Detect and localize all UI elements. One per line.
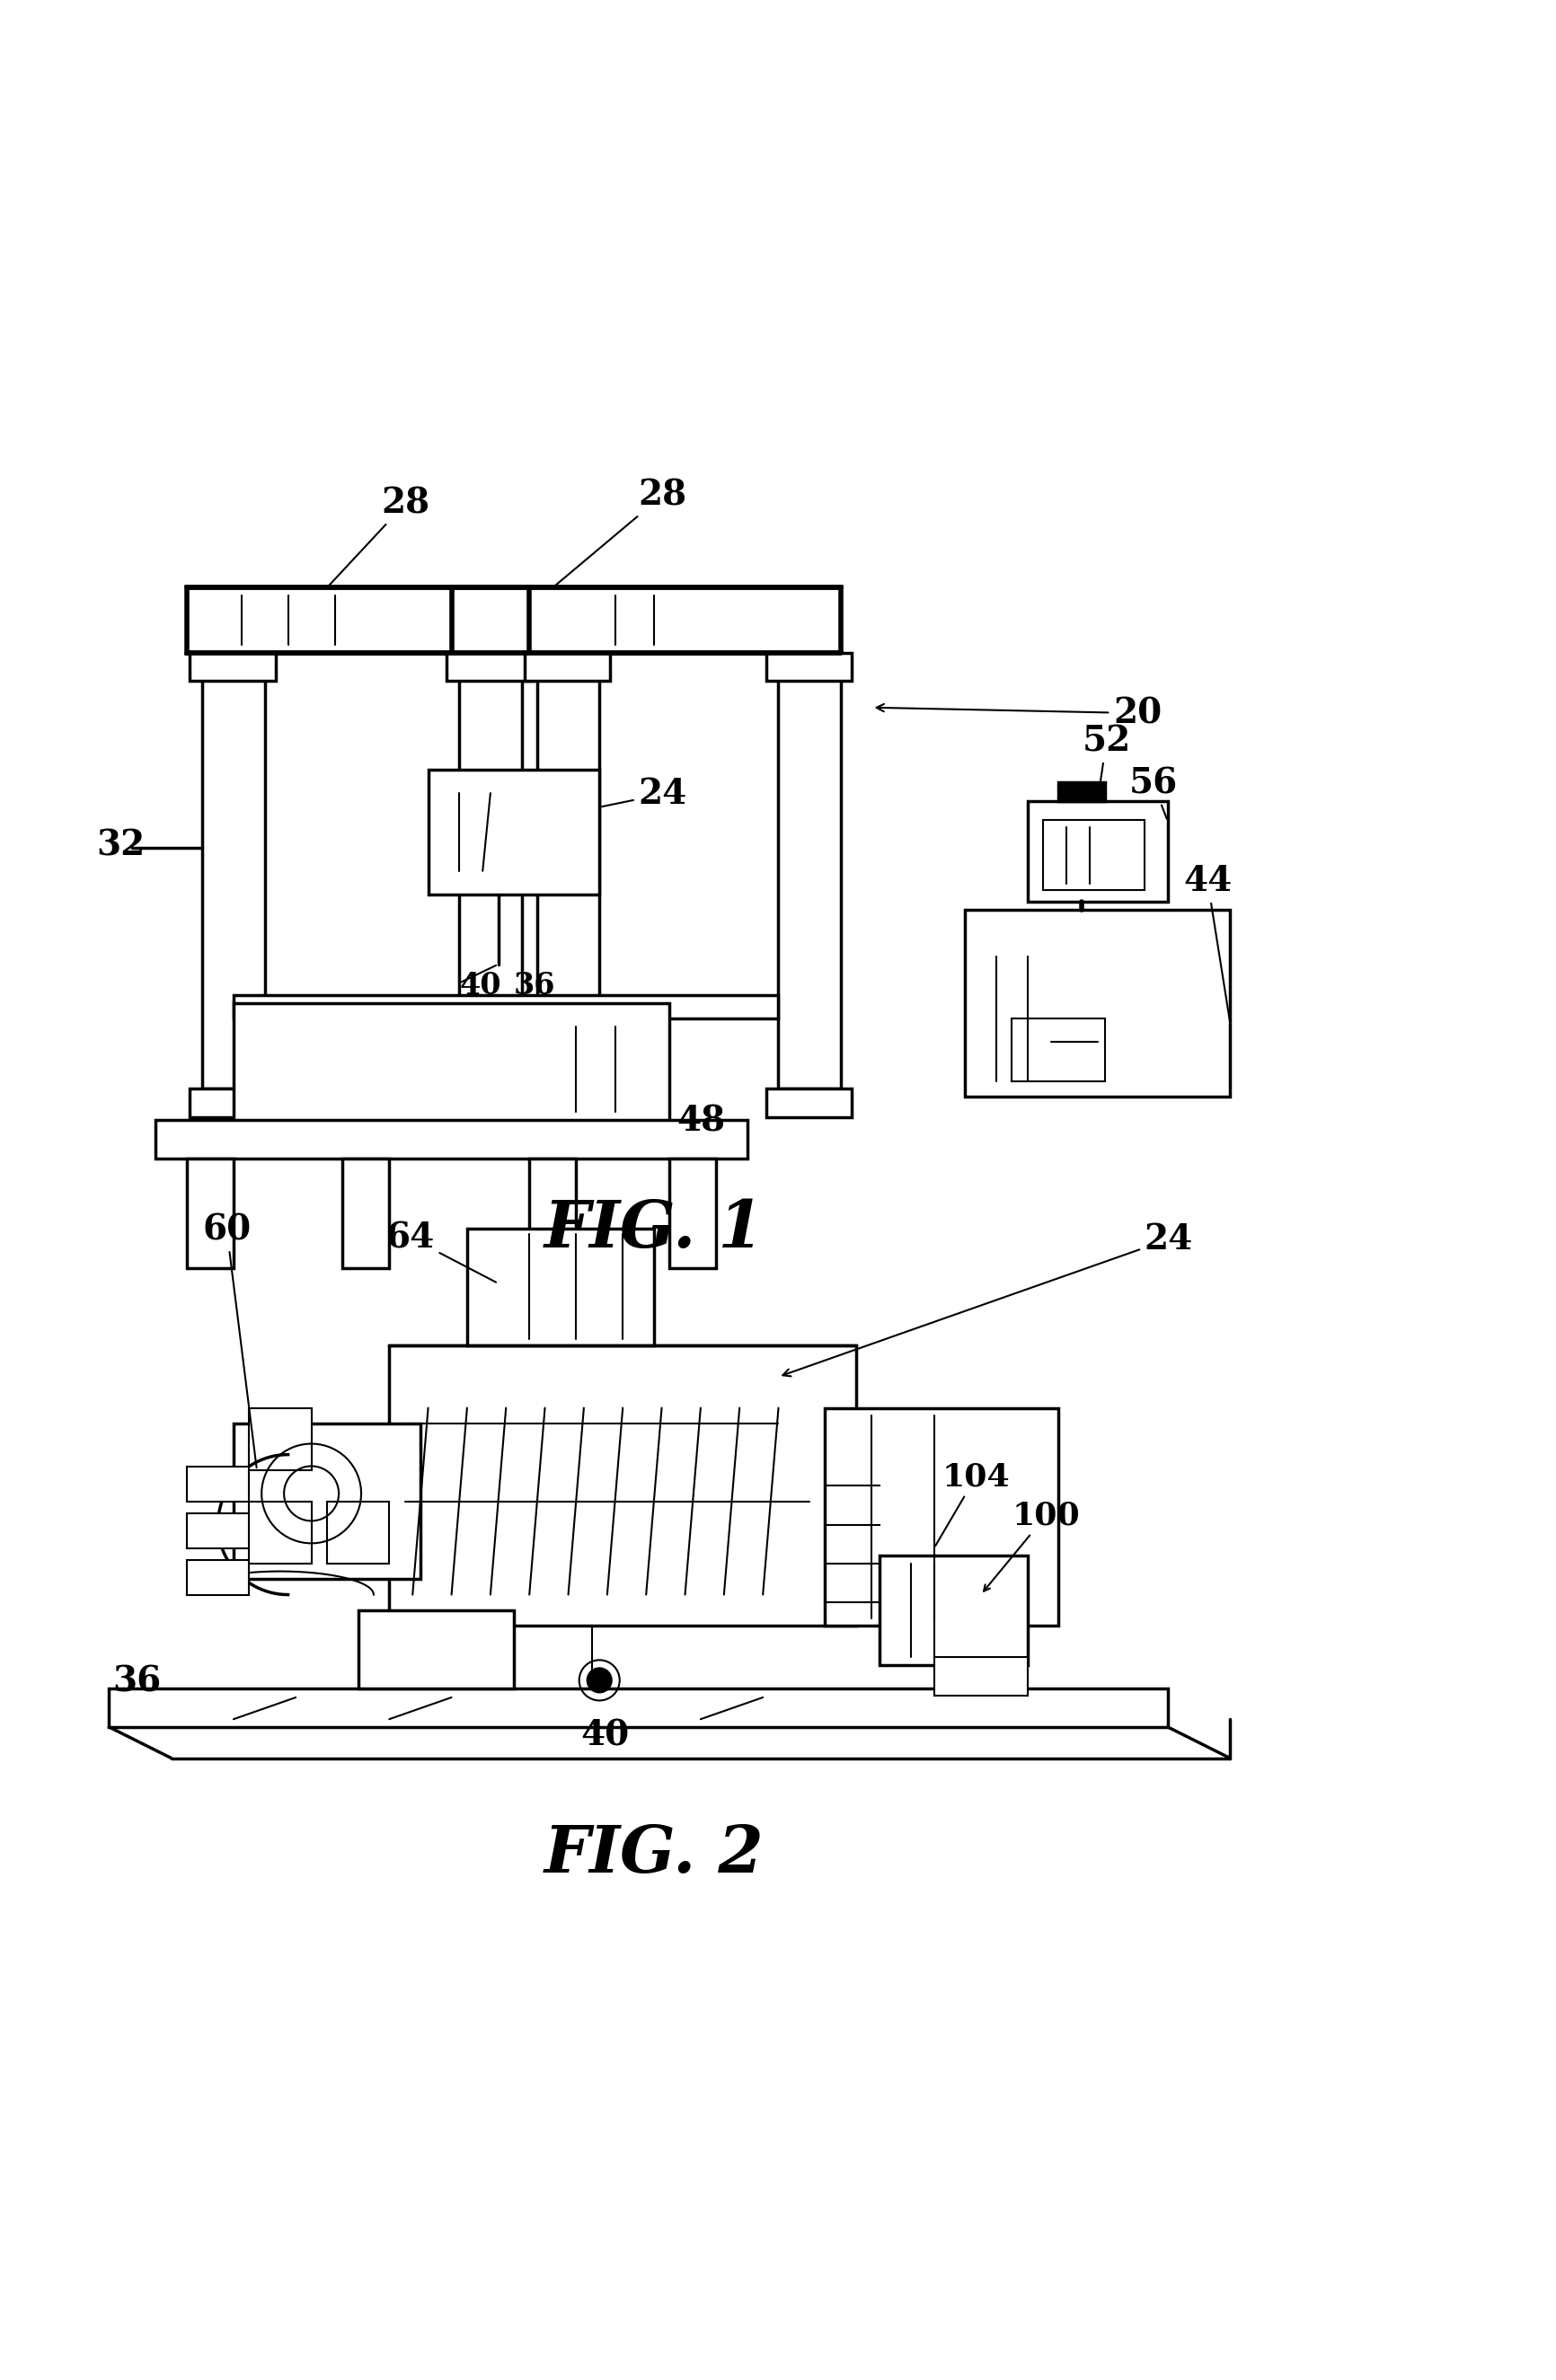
Text: FIG. 1: FIG. 1 — [543, 1197, 764, 1261]
Text: 100: 100 — [983, 1499, 1080, 1592]
Text: 32: 32 — [96, 828, 145, 862]
Bar — [529, 1159, 576, 1269]
Bar — [187, 1514, 249, 1547]
Text: 56: 56 — [1128, 766, 1176, 819]
Text: FIG. 2: FIG. 2 — [543, 1823, 764, 1887]
Bar — [190, 1088, 275, 1116]
Bar — [190, 652, 275, 681]
Bar — [358, 1611, 513, 1687]
Text: 28: 28 — [328, 486, 429, 585]
Text: 28: 28 — [554, 478, 686, 585]
Text: 36: 36 — [513, 971, 555, 1000]
Bar — [447, 652, 532, 681]
Bar — [202, 652, 265, 1088]
Text: 44: 44 — [1183, 864, 1231, 1019]
Bar — [669, 1159, 716, 1269]
Bar — [342, 1159, 389, 1269]
Bar — [524, 652, 610, 681]
Bar — [249, 1502, 311, 1564]
Bar — [524, 1088, 610, 1116]
Bar — [109, 1687, 1167, 1728]
Bar — [459, 652, 521, 1088]
Bar — [778, 652, 840, 1088]
Bar — [187, 588, 840, 652]
Bar — [1043, 819, 1144, 890]
Text: 104: 104 — [935, 1461, 1010, 1547]
Bar — [156, 1121, 747, 1159]
Bar — [934, 1656, 1027, 1697]
Bar — [537, 652, 599, 1088]
Text: 24: 24 — [783, 1223, 1192, 1376]
Text: 64: 64 — [386, 1221, 496, 1283]
Bar — [451, 588, 529, 652]
Bar — [428, 769, 599, 895]
Text: 24: 24 — [602, 776, 686, 812]
Bar — [825, 1409, 1058, 1626]
Bar — [187, 1466, 249, 1502]
Bar — [187, 1561, 249, 1595]
Bar — [766, 1088, 851, 1116]
Bar — [965, 909, 1229, 1097]
Bar — [233, 995, 778, 1019]
Text: 36: 36 — [112, 1664, 160, 1699]
Bar — [187, 1159, 233, 1269]
Text: 48: 48 — [677, 1104, 725, 1138]
Bar — [879, 1557, 1027, 1664]
Bar — [233, 1423, 420, 1578]
Bar — [233, 1004, 669, 1128]
Text: 20: 20 — [876, 695, 1161, 731]
Text: 60: 60 — [202, 1214, 257, 1468]
Bar — [766, 652, 851, 681]
Bar — [389, 1345, 856, 1626]
Bar — [1058, 783, 1105, 802]
Circle shape — [587, 1668, 612, 1692]
Bar — [1027, 802, 1167, 902]
Text: 52: 52 — [1081, 724, 1130, 797]
Bar — [1011, 1019, 1105, 1081]
Text: 40: 40 — [459, 971, 501, 1000]
Bar — [327, 1502, 389, 1564]
Text: 40: 40 — [580, 1718, 629, 1752]
Bar — [249, 1409, 311, 1471]
Bar — [467, 1228, 654, 1345]
Bar — [447, 1088, 532, 1116]
